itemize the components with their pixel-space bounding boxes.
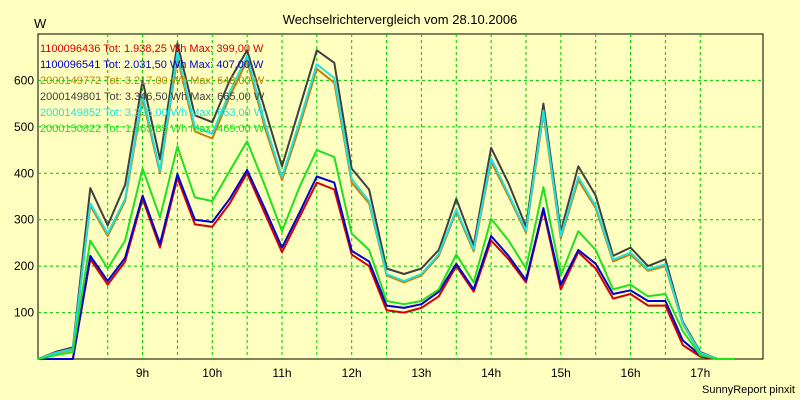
y-tick-label: 600	[14, 73, 34, 87]
series-line-1100096436	[38, 172, 736, 360]
x-tick-label: 12h	[342, 366, 362, 380]
legend-entry-1100096436: 1100096436 Tot: 1.938,25 Wh Max: 399,00 …	[40, 43, 264, 55]
y-tick-label: 300	[14, 213, 34, 227]
x-tick-label: 10h	[202, 366, 222, 380]
legend-entry-1100096541: 1100096541 Tot: 2.031,50 Wh Max: 407,00 …	[40, 59, 264, 71]
legend-entry-2000150822: 2000150822 Tot: 1.363,85 Wh Max: 469,00 …	[40, 123, 265, 135]
series-line-2000150822	[37, 140, 736, 360]
x-tick-label: 9h	[136, 366, 149, 380]
series-line-2000149852	[37, 51, 736, 360]
x-tick-label: 14h	[481, 366, 501, 380]
legend-entry-2000149772: 2000149772 Tot: 3.217,00 Wh Max: 643,00 …	[40, 75, 265, 87]
y-tick-label: 100	[14, 306, 34, 320]
x-tick-label: 11h	[272, 366, 291, 380]
y-axis-unit-label: W	[34, 16, 47, 31]
y-tick-label: 200	[14, 259, 34, 273]
series-line-2000149801	[37, 42, 736, 360]
series-line-1100096541	[38, 169, 736, 360]
x-tick-label: 16h	[621, 366, 641, 380]
legend-entry-2000149801: 2000149801 Tot: 3.346,50 Wh Max: 665,00 …	[40, 91, 265, 103]
legend: 1100096436 Tot: 1.938,25 Wh Max: 399,00 …	[40, 41, 264, 137]
x-tick-label: 15h	[551, 366, 571, 380]
x-tick-label: 13h	[411, 366, 431, 380]
y-tick-label: 400	[14, 166, 34, 180]
legend-entry-2000149852: 2000149852 Tot: 3.225,00 Wh Max: 653,00 …	[40, 107, 265, 119]
plot-frame	[37, 33, 764, 360]
footer-credit: SunnyReport pinxit	[702, 384, 795, 396]
x-tick-label: 17h	[690, 366, 710, 380]
y-tick-label: 500	[14, 120, 34, 134]
chart-title: Wechselrichtervergleich vom 28.10.2006	[282, 12, 518, 27]
